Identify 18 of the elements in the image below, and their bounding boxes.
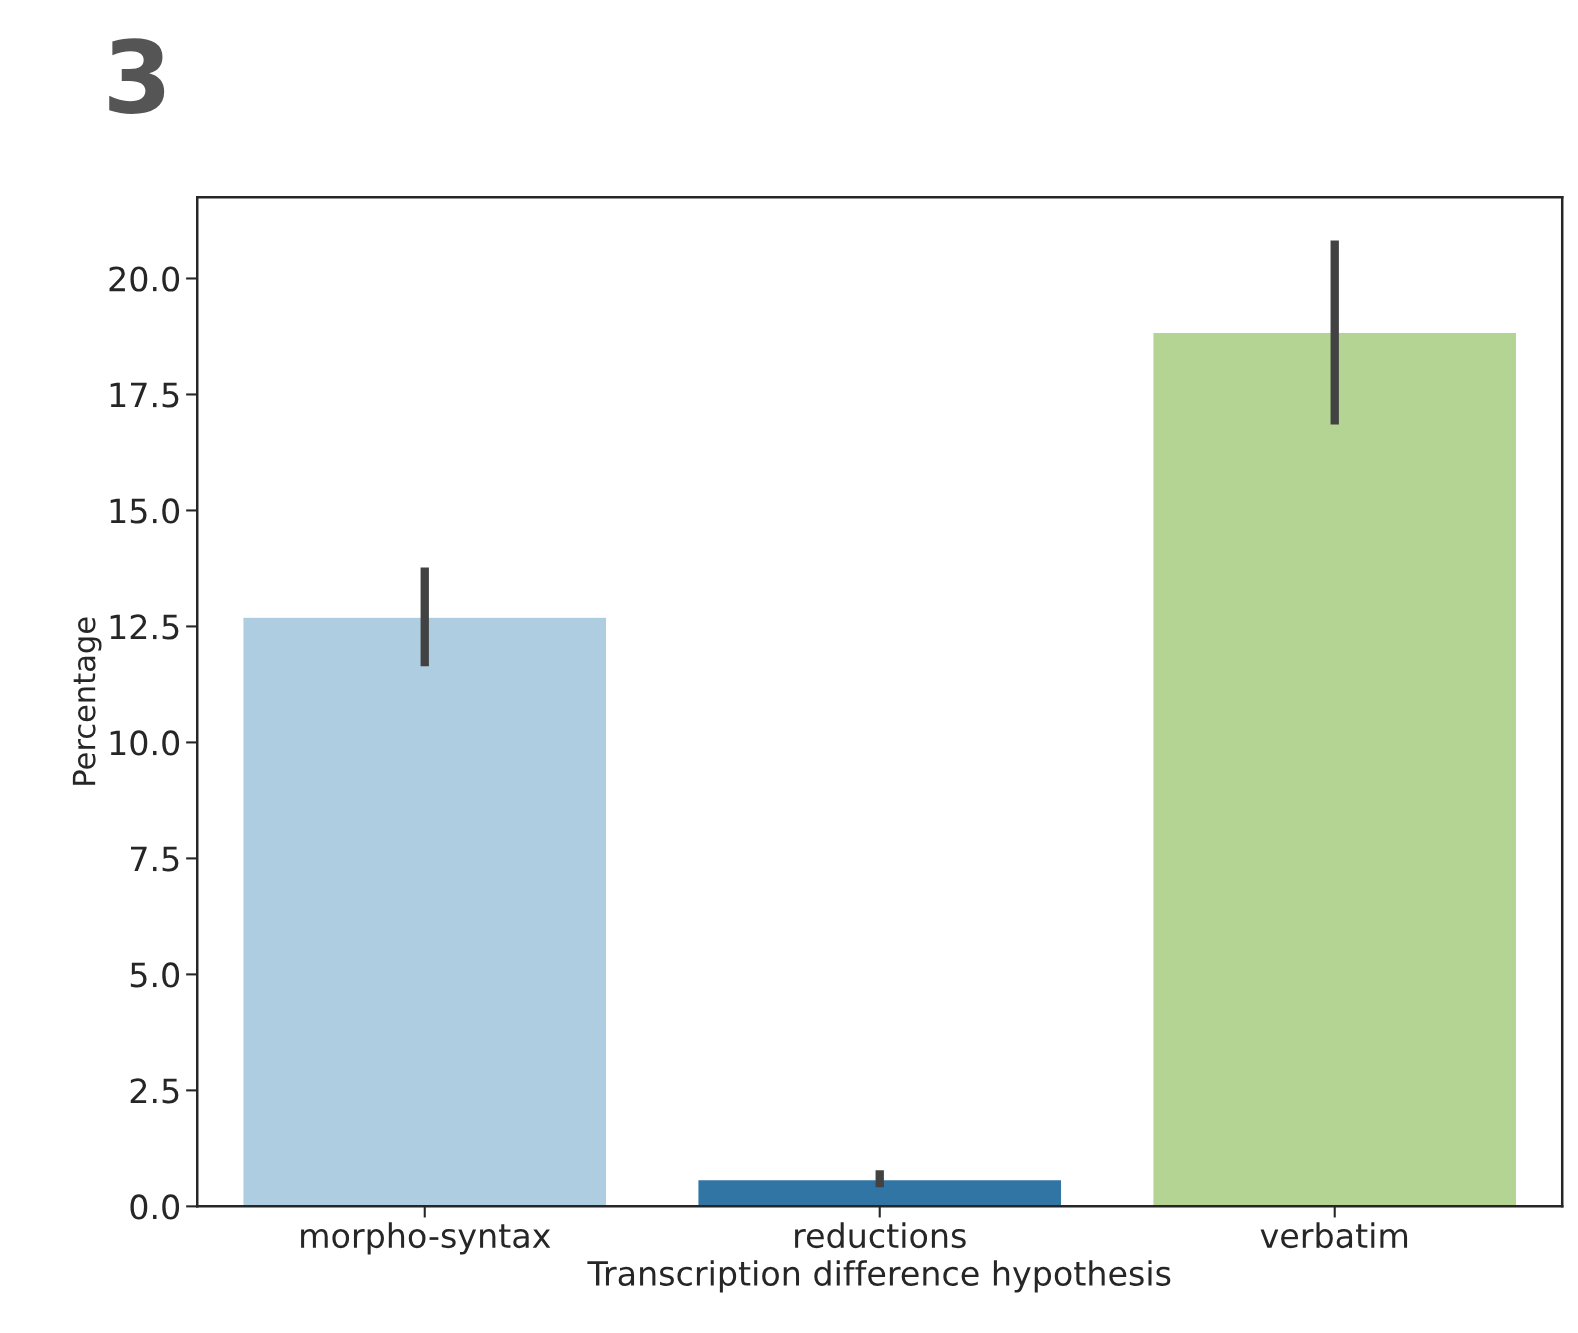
y-tick-label: 7.5 xyxy=(131,846,179,872)
bar xyxy=(242,616,608,1207)
x-tick-label: morpho-syntax xyxy=(301,1222,551,1255)
y-tick-label: 5.0 xyxy=(130,962,180,988)
x-tick-label: reductions xyxy=(795,1222,966,1249)
x-tick-label: verbatim xyxy=(1260,1222,1408,1249)
bar xyxy=(697,1178,1063,1207)
bar xyxy=(1152,331,1518,1207)
y-tick-label: 0.0 xyxy=(130,1194,180,1220)
y-tick-label: 20.0 xyxy=(109,266,180,292)
chart-title: 3 xyxy=(109,38,165,114)
y-axis-title: Percentage xyxy=(72,617,102,785)
y-tick-label: 12.5 xyxy=(110,614,179,640)
y-tick-label: 10.0 xyxy=(110,730,180,756)
y-tick-label: 17.5 xyxy=(110,382,179,408)
x-axis-title: Transcription difference hypothesis xyxy=(587,1260,1171,1293)
y-tick-label: 2.5 xyxy=(130,1078,179,1104)
y-tick-label: 15.0 xyxy=(110,498,180,524)
